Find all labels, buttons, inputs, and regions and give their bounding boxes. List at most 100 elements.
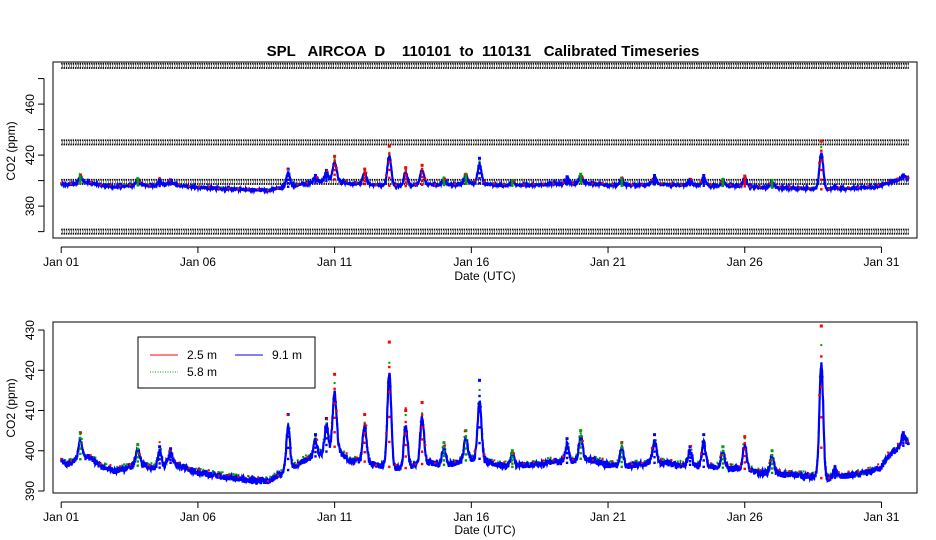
series-5-8m-point	[265, 476, 268, 479]
spike-point	[363, 173, 366, 177]
series-5-8m-point	[94, 456, 97, 459]
spike-point	[833, 474, 837, 477]
spike-point	[579, 176, 582, 180]
spike-point	[442, 182, 446, 185]
bottom-x-tick-label: Jan 11	[317, 510, 352, 524]
series-2-5m-point	[109, 464, 112, 467]
spike-point	[79, 442, 82, 445]
spike-point	[286, 185, 290, 188]
spike-point	[478, 162, 481, 165]
series-2-5m-point	[867, 185, 870, 188]
legend: 2.5 m 5.8 m 9.1 m	[137, 336, 316, 389]
spike-point	[565, 456, 569, 460]
spike-point	[158, 180, 161, 184]
spike-point	[565, 447, 569, 450]
spike-point	[420, 425, 424, 429]
spike-point	[388, 440, 391, 444]
series-5-8m-point	[93, 456, 96, 459]
series-5-8m-point	[165, 463, 168, 466]
spike-peak-point	[333, 372, 337, 376]
spike-point	[565, 183, 569, 186]
spike-point	[442, 463, 446, 467]
spike-point	[420, 179, 424, 183]
series-5-8m-point	[228, 472, 231, 475]
spike-point	[333, 159, 336, 163]
series-2-5m-point	[493, 459, 496, 462]
series-5-8m-point	[812, 471, 815, 474]
spike-point	[169, 461, 172, 465]
series-2-5m-point	[532, 461, 535, 464]
spike-peak-point	[363, 413, 367, 417]
series-2-5m-point	[325, 169, 328, 172]
top-data-series	[60, 139, 910, 195]
spike-point	[820, 355, 823, 358]
bottom-x-tick-label: Jan 16	[453, 510, 489, 524]
spike-point	[404, 466, 407, 470]
spike-peak-point	[158, 445, 162, 449]
spike-point	[314, 178, 317, 181]
series-5-8m-point	[716, 461, 719, 464]
series-5-8m-point	[784, 470, 787, 473]
spike-peak-point	[259, 188, 263, 192]
series-5-8m-point	[478, 388, 481, 391]
spike-point	[511, 462, 514, 465]
series-5-8m-point	[293, 461, 296, 464]
series-2-5m-point	[414, 183, 417, 186]
spike-point	[79, 436, 82, 440]
spike-point	[688, 460, 692, 463]
bottom-y-axis: 390 400 410 420 430	[23, 320, 45, 501]
spike-peak-point	[743, 174, 747, 178]
spike-point	[79, 175, 82, 178]
series-2-5m-point	[670, 182, 673, 185]
spike-point	[158, 458, 161, 461]
series-2-5m-point	[847, 470, 850, 473]
series-2-5m-point	[444, 177, 447, 180]
spike-point	[579, 178, 582, 181]
spike-point	[464, 174, 468, 178]
spike-point	[743, 185, 746, 188]
spike-point	[653, 450, 656, 453]
spike-peak-point	[770, 449, 774, 453]
series-2-5m-point	[680, 183, 683, 186]
series-5-8m-point	[608, 461, 611, 464]
series-2-5m-point	[827, 188, 830, 191]
series-5-8m-point	[634, 459, 637, 462]
spike-point	[158, 462, 161, 465]
spike-point	[833, 476, 837, 479]
series-2-5m-point	[119, 465, 122, 468]
spike-point	[314, 446, 317, 449]
spike-point	[620, 182, 623, 186]
bottom-y-axis-label: CO2 (ppm)	[4, 378, 18, 437]
series-5-8m-point	[546, 457, 549, 460]
series-2-5m-point	[247, 474, 250, 477]
series-2-5m-point	[70, 182, 73, 185]
bottom-y-tick-label: 430	[23, 320, 37, 340]
series-5-8m-point	[549, 456, 552, 459]
series-2-5m-point	[542, 182, 545, 185]
spike-peak-point	[387, 340, 391, 344]
spike-point	[902, 434, 905, 437]
series-2-5m-point	[148, 464, 151, 467]
spike-point	[565, 180, 569, 183]
spike-point	[158, 449, 161, 453]
series-2-5m-point	[424, 177, 427, 180]
spike-peak-point	[833, 184, 837, 188]
bottom-x-axis-label: Date (UTC)	[454, 523, 515, 537]
spike-peak-point	[579, 172, 583, 176]
top-x-tick-label: Jan 16	[453, 255, 489, 269]
series-2-5m-point	[837, 471, 840, 474]
spike-point	[158, 184, 161, 188]
legend-label-9-1m: 9.1 m	[272, 348, 302, 362]
series-2-5m-point	[109, 184, 112, 187]
spike-point	[169, 450, 172, 453]
spike-peak-point	[702, 174, 706, 178]
spike-peak-point	[313, 174, 317, 178]
series-9-1m-line	[60, 152, 910, 195]
spike-point	[770, 183, 774, 187]
spike-point	[404, 170, 407, 173]
spike-peak-point	[420, 400, 424, 404]
spike-point	[653, 181, 656, 184]
spike-point	[565, 177, 569, 180]
bottom-plot-frame	[52, 321, 918, 494]
series-2-5m-point	[168, 449, 171, 452]
